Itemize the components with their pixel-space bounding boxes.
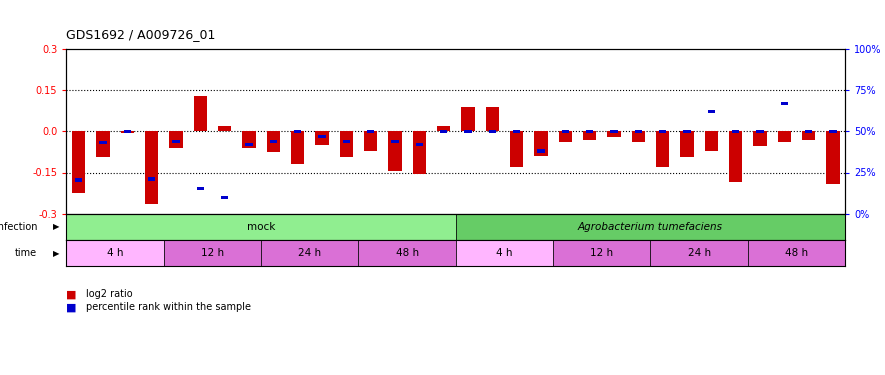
Bar <box>753 131 766 146</box>
Bar <box>829 130 836 133</box>
Bar <box>72 131 85 193</box>
Bar <box>340 131 353 158</box>
Bar <box>148 177 155 181</box>
Text: mock: mock <box>247 222 275 232</box>
Bar <box>632 131 645 142</box>
Text: 24 h: 24 h <box>298 248 321 258</box>
Bar <box>164 240 261 266</box>
Bar <box>169 131 182 148</box>
Bar <box>456 214 845 240</box>
Bar <box>270 140 277 143</box>
Text: Agrobacterium tumefaciens: Agrobacterium tumefaciens <box>578 222 723 232</box>
Bar <box>358 240 456 266</box>
Bar <box>66 240 164 266</box>
Text: infection: infection <box>0 222 37 232</box>
Bar <box>586 130 593 133</box>
Bar <box>194 96 207 131</box>
Bar <box>416 143 423 146</box>
Bar <box>456 240 553 266</box>
Bar <box>805 130 812 133</box>
Bar <box>537 149 544 153</box>
Text: ■: ■ <box>66 290 77 299</box>
Bar <box>145 131 158 204</box>
Text: 12 h: 12 h <box>590 248 613 258</box>
Bar <box>681 131 694 158</box>
Text: time: time <box>15 248 37 258</box>
Bar <box>513 130 520 133</box>
Bar <box>437 126 450 131</box>
Bar <box>486 106 499 131</box>
Bar <box>96 131 110 158</box>
Text: percentile rank within the sample: percentile rank within the sample <box>86 303 250 312</box>
Bar <box>461 106 474 131</box>
Bar <box>221 196 228 199</box>
Text: 4 h: 4 h <box>107 248 123 258</box>
Bar <box>553 240 650 266</box>
Bar <box>704 131 718 150</box>
Bar <box>294 130 301 133</box>
Bar <box>607 131 620 137</box>
Text: ▶: ▶ <box>52 249 59 258</box>
Bar <box>562 130 569 133</box>
Bar <box>802 131 815 140</box>
Text: ▶: ▶ <box>52 222 59 231</box>
Text: 48 h: 48 h <box>785 248 808 258</box>
Bar <box>558 131 572 142</box>
Text: 48 h: 48 h <box>396 248 419 258</box>
Bar <box>583 131 596 140</box>
Bar <box>827 131 840 183</box>
Text: log2 ratio: log2 ratio <box>86 290 133 299</box>
Text: 24 h: 24 h <box>688 248 711 258</box>
Bar <box>656 131 669 167</box>
Bar <box>196 186 204 190</box>
Bar <box>535 131 548 156</box>
Bar <box>242 131 256 148</box>
Bar <box>120 131 134 133</box>
Bar <box>291 131 304 164</box>
Bar <box>75 178 82 182</box>
Bar <box>729 131 743 182</box>
Bar <box>367 130 374 133</box>
Text: ■: ■ <box>66 303 77 312</box>
Bar <box>635 130 642 133</box>
Bar <box>99 141 106 144</box>
Bar <box>218 126 231 131</box>
Bar <box>66 214 456 240</box>
Bar <box>391 140 398 143</box>
Bar <box>315 131 328 145</box>
Bar <box>489 130 496 133</box>
Bar <box>465 130 472 133</box>
Bar <box>266 131 280 152</box>
Bar <box>364 131 377 150</box>
Bar <box>708 110 715 113</box>
Bar <box>342 140 350 143</box>
Bar <box>510 131 523 167</box>
Bar <box>440 130 447 133</box>
Text: 12 h: 12 h <box>201 248 224 258</box>
Bar <box>124 130 131 133</box>
Bar <box>245 143 252 146</box>
Bar <box>778 131 791 142</box>
Bar <box>412 131 426 174</box>
Bar <box>650 240 748 266</box>
Bar <box>748 240 845 266</box>
Bar <box>389 131 402 171</box>
Bar <box>757 130 764 133</box>
Bar <box>261 240 358 266</box>
Bar <box>659 130 666 133</box>
Text: GDS1692 / A009726_01: GDS1692 / A009726_01 <box>66 28 216 41</box>
Bar <box>781 102 788 105</box>
Bar <box>732 130 739 133</box>
Bar <box>319 135 326 138</box>
Bar <box>173 140 180 143</box>
Bar <box>683 130 690 133</box>
Bar <box>611 130 618 133</box>
Text: 4 h: 4 h <box>496 248 512 258</box>
